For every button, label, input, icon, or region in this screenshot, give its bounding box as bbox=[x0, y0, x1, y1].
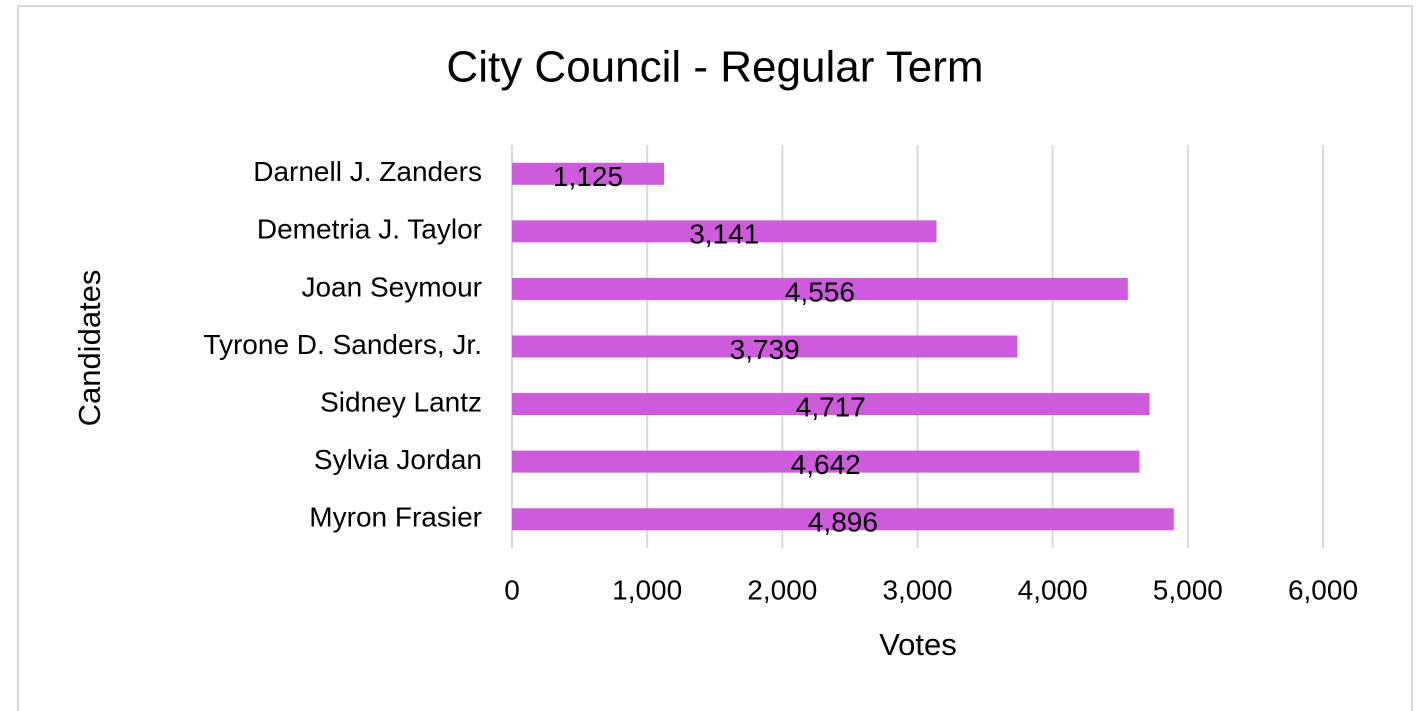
bar bbox=[512, 277, 1128, 300]
bar bbox=[512, 450, 1140, 473]
bar bbox=[512, 162, 665, 185]
x-tick-label: 1,000 bbox=[612, 574, 682, 605]
data-label: 4,642 bbox=[791, 449, 861, 480]
data-label: 4,556 bbox=[785, 276, 855, 307]
x-axis-label: Votes bbox=[879, 627, 957, 662]
y-tick-label: Joan Seymour bbox=[301, 271, 482, 302]
data-label: 3,739 bbox=[730, 334, 800, 365]
y-tick-label: Darnell J. Zanders bbox=[253, 156, 482, 187]
data-label: 4,896 bbox=[808, 507, 878, 538]
x-tick-label: 5,000 bbox=[1153, 574, 1223, 605]
y-axis-label: Candidates bbox=[72, 270, 107, 427]
y-tick-label: Myron Frasier bbox=[309, 502, 482, 533]
bar bbox=[512, 393, 1150, 416]
data-label: 3,141 bbox=[689, 219, 759, 250]
bar bbox=[512, 335, 1018, 358]
data-label: 4,717 bbox=[796, 391, 866, 422]
x-tick-label: 6,000 bbox=[1288, 574, 1358, 605]
bar bbox=[512, 508, 1174, 531]
chart-title: City Council - Regular Term bbox=[446, 43, 983, 92]
data-label: 1,125 bbox=[553, 161, 623, 192]
y-tick-label: Sidney Lantz bbox=[320, 386, 482, 417]
y-tick-label: Sylvia Jordan bbox=[314, 444, 482, 475]
x-tick-label: 0 bbox=[504, 574, 520, 605]
chart-border bbox=[17, 5, 1413, 711]
bar bbox=[512, 220, 937, 243]
x-tick-label: 4,000 bbox=[1018, 574, 1088, 605]
y-tick-label: Demetria J. Taylor bbox=[257, 214, 482, 245]
x-tick-label: 2,000 bbox=[747, 574, 817, 605]
x-tick-label: 3,000 bbox=[882, 574, 952, 605]
y-tick-label: Tyrone D. Sanders, Jr. bbox=[203, 329, 482, 360]
